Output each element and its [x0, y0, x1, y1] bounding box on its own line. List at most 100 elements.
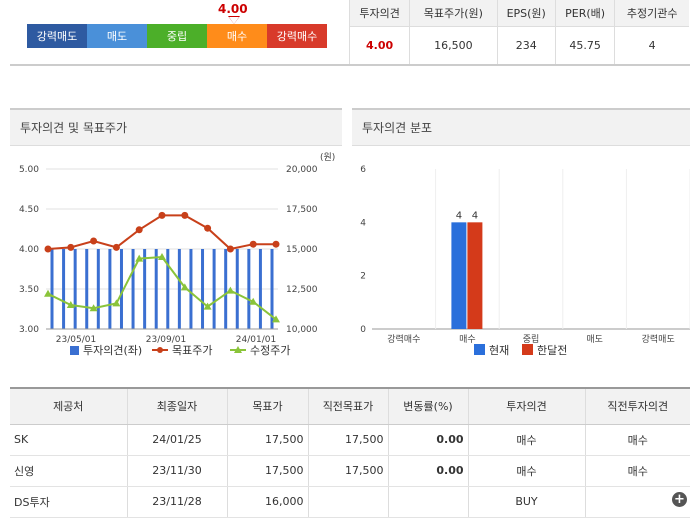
summary-per: 45.75	[554, 26, 615, 64]
opinion-bar	[189, 249, 193, 329]
target-price-point	[90, 237, 98, 245]
legend-label: 현재	[489, 344, 509, 357]
adjusted-price-point	[272, 315, 280, 323]
panel-title: 투자의견 분포	[352, 110, 690, 146]
target-price-point	[67, 243, 75, 251]
adjusted-price-point	[112, 299, 121, 307]
adjusted-price-line	[47, 255, 277, 321]
summary-estimators: 4	[614, 26, 689, 64]
cell-prev-opinion: 매수	[584, 455, 690, 487]
broker-reports-table: 제공처 최종일자 목표가 직전목표가 변동률(%) 투자의견 직전투자의견 SK…	[10, 387, 690, 518]
opinion-bar	[119, 249, 123, 329]
scale-marker-value: 4.00	[218, 2, 248, 16]
cell-prev-opinion: 매수	[584, 424, 690, 456]
adjusted-price-point	[135, 254, 144, 262]
adjusted-price-point	[89, 304, 98, 312]
y-right-tick-label: 17,500	[286, 205, 318, 215]
y-right-unit: (원)	[320, 152, 335, 163]
scale-buy: 매수	[207, 24, 267, 48]
y-tick-label: 0	[360, 325, 366, 335]
summary-eps: 234	[496, 26, 556, 64]
opinion-bar	[235, 249, 239, 329]
target-price-point	[226, 245, 234, 253]
adjusted-price-point	[158, 253, 166, 260]
legend-label: 한달전	[537, 344, 567, 357]
opinion-bar	[258, 249, 262, 329]
y-left-tick-label: 4.00	[19, 245, 39, 255]
cell-prev-target	[307, 486, 388, 518]
col-header: 변동률(%)	[387, 388, 468, 425]
opinion-bar	[247, 249, 251, 329]
opinion-bar	[224, 249, 228, 329]
y-right-tick-label: 12,500	[286, 285, 318, 295]
cell-opinion: 매수	[467, 455, 585, 487]
opinion-bar	[270, 249, 274, 329]
cell-change	[387, 486, 468, 518]
cell-prev-target: 17,500	[307, 424, 388, 456]
summary-header: 목표주가(원)	[409, 0, 497, 27]
target-price-point	[158, 211, 166, 219]
x-tick-label: 매도	[586, 334, 603, 345]
cell-target: 17,500	[226, 455, 308, 487]
summary-header: PER(배)	[554, 0, 615, 27]
consensus-summary: 투자의견 목표주가(원) EPS(원) PER(배) 추정기관수 4.00 16…	[348, 0, 689, 64]
y-tick-label: 4	[360, 218, 366, 228]
x-tick-label: 중립	[523, 334, 540, 345]
opinion-bar	[177, 249, 181, 329]
opinion-bar	[143, 249, 147, 329]
y-left-tick-label: 4.50	[19, 205, 39, 215]
x-tick-label: 24/01/01	[236, 335, 276, 345]
col-header: 직전투자의견	[584, 388, 690, 425]
x-tick-label: 매수	[459, 334, 476, 345]
opinion-target-chart: 5.00 4.50 4.00 3.50 3.00 20,000 17,500 15,000 12…	[19, 152, 335, 357]
opinion-bar	[131, 249, 135, 329]
opinion-bar	[108, 249, 112, 329]
table-row[interactable]: 신영 23/11/30 17,500 17,500 0.00 매수 매수	[10, 455, 690, 487]
opinion-bar	[201, 249, 205, 329]
opinion-scale: 강력매도 매도 중립 매수 강력매수	[27, 24, 327, 48]
cell-prev-target: 17,500	[307, 455, 388, 487]
target-price-point	[44, 245, 52, 253]
scale-strong-sell: 강력매도	[27, 24, 87, 48]
opinion-bar	[73, 249, 77, 329]
y-left-tick-label: 3.50	[19, 285, 39, 295]
summary-header: 투자의견	[348, 0, 410, 27]
y-left-tick-label: 3.00	[19, 325, 39, 335]
table-row[interactable]: DS투자 23/11/28 16,000 BUY	[10, 486, 690, 518]
target-price-point	[112, 243, 120, 251]
opinion-bar	[50, 249, 54, 329]
adjusted-price-point	[44, 289, 52, 297]
target-price-point	[204, 224, 212, 232]
legend-label: 투자의견(좌)	[83, 344, 142, 357]
legend-label: 수정주가	[250, 344, 290, 357]
bar-data-label: 4	[456, 210, 462, 221]
x-tick-label: 강력매도	[642, 333, 675, 345]
distribution-bar	[467, 222, 483, 329]
summary-header: EPS(원)	[496, 0, 556, 27]
y-right-tick-label: 20,000	[286, 165, 318, 175]
col-header: 투자의견	[467, 388, 585, 425]
col-header: 직전목표가	[307, 388, 388, 425]
cell-target: 16,000	[226, 486, 308, 518]
y-tick-label: 6	[360, 165, 366, 175]
distribution-bar	[451, 222, 467, 329]
col-header: 최종일자	[126, 388, 227, 425]
summary-target-price: 16,500	[409, 26, 497, 64]
panel-title: 투자의견 및 목표주가	[10, 110, 342, 146]
adjusted-price-point	[203, 302, 212, 310]
opinion-bar	[212, 249, 216, 329]
x-tick-label: 23/09/01	[146, 335, 186, 345]
table-row[interactable]: SK 24/01/25 17,500 17,500 0.00 매수 매수	[10, 424, 690, 456]
cell-target: 17,500	[226, 424, 308, 456]
scale-neutral: 중립	[147, 24, 207, 48]
cell-provider: DS투자	[10, 486, 127, 518]
scale-strong-buy: 강력매수	[267, 24, 327, 48]
x-tick-label: 23/05/01	[56, 335, 96, 345]
legend-swatch-adjusted	[234, 346, 242, 353]
opinion-bar	[85, 249, 89, 329]
cell-provider: SK	[10, 424, 127, 456]
cell-provider: 신영	[10, 455, 127, 487]
expand-plus-icon[interactable]: +	[672, 492, 687, 507]
opinion-bar	[62, 249, 66, 329]
